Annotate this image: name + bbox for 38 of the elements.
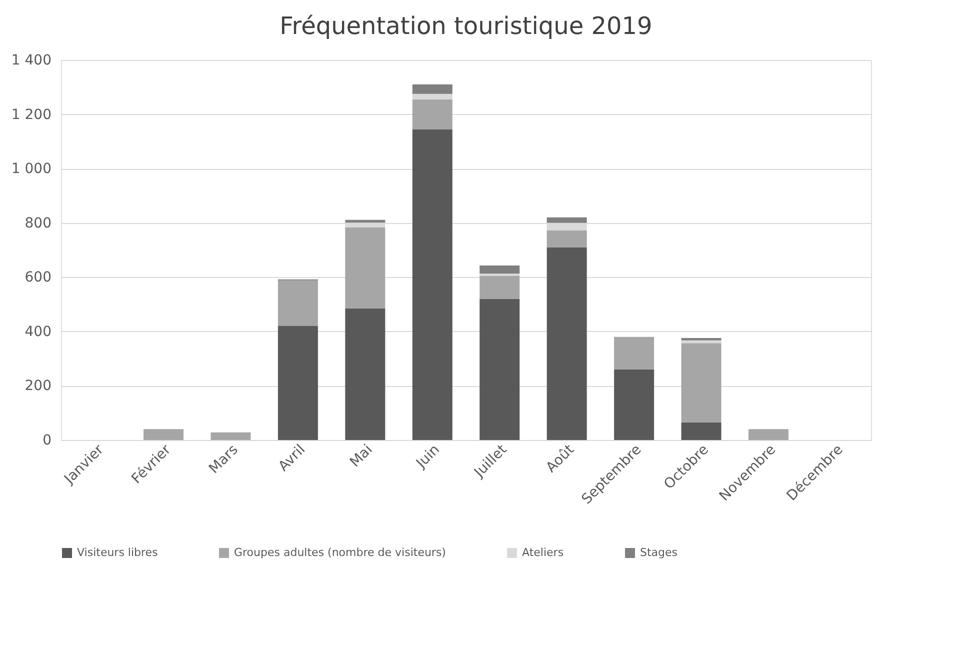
y-tick-label: 600 — [24, 270, 52, 286]
bar — [681, 340, 722, 344]
bar — [681, 422, 722, 440]
bar — [614, 336, 654, 370]
legend-label: Ateliers — [522, 546, 564, 559]
bar — [412, 84, 452, 94]
y-tick-label: 0 — [42, 432, 52, 448]
bar — [681, 343, 722, 422]
bar — [144, 429, 184, 440]
legend-label: Groupes adultes (nombre de visiteurs) — [234, 546, 446, 559]
bar — [210, 432, 251, 440]
chart-title: Fréquentation touristique 2019 — [280, 12, 652, 40]
bar — [412, 129, 452, 440]
bar — [614, 369, 654, 440]
bar — [345, 227, 386, 308]
bar — [748, 429, 788, 440]
bar — [278, 326, 318, 440]
legend-label: Visiteurs libres — [77, 546, 158, 559]
y-tick-label: 1 200 — [11, 106, 52, 123]
bar — [345, 308, 386, 440]
bar — [546, 217, 587, 223]
y-tick-label: 1 000 — [11, 161, 52, 178]
x-tick-label: Mai — [347, 442, 376, 470]
y-tick-label: 800 — [24, 215, 52, 232]
bar — [480, 265, 520, 274]
bar — [546, 230, 587, 248]
bar — [480, 276, 520, 299]
bar — [345, 220, 386, 223]
bar — [546, 247, 587, 440]
y-tick-label: 400 — [24, 324, 52, 340]
y-tick-label: 1 400 — [11, 52, 52, 68]
bar — [412, 99, 452, 130]
legend-label: Stages — [640, 546, 678, 559]
bar — [480, 298, 520, 440]
y-tick-label: 200 — [24, 378, 52, 394]
bar — [278, 280, 318, 326]
bar — [681, 338, 722, 340]
bar — [412, 94, 452, 100]
